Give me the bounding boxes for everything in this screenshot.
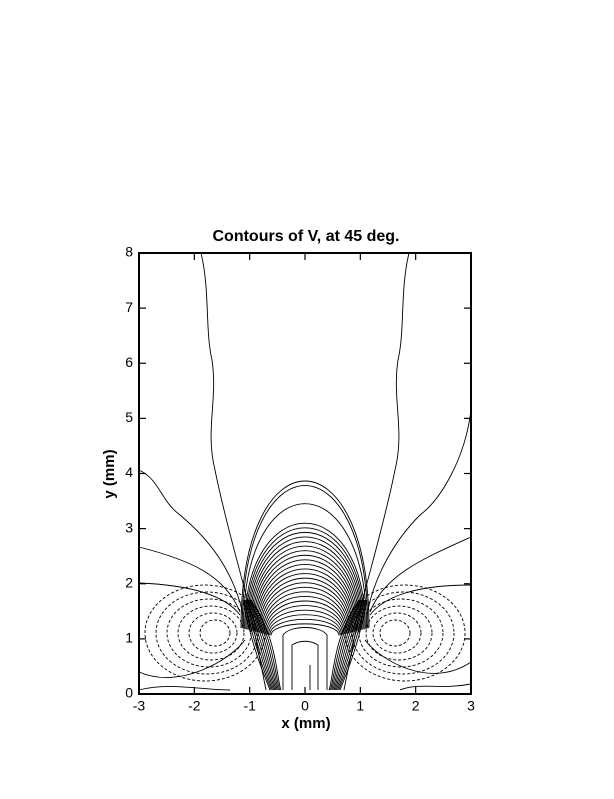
y-tick-label: 8 (125, 244, 133, 260)
y-tick-label: 7 (125, 299, 133, 315)
y-tick-label: 5 (125, 409, 133, 425)
contour-line (138, 639, 246, 678)
contour-line (331, 599, 362, 691)
x-tick-label: 0 (301, 698, 309, 714)
y-tick-label: 2 (125, 574, 133, 590)
contour-line-dashed (358, 598, 444, 668)
x-tick-label: -1 (243, 698, 256, 714)
contour-line (240, 480, 370, 629)
contour-line (338, 599, 367, 691)
contour-line (270, 623, 340, 636)
contour-line (138, 469, 243, 611)
x-tick-label: 1 (356, 698, 364, 714)
contour-line (337, 599, 366, 691)
contour-line (257, 573, 353, 633)
contour-line-dashed (372, 612, 422, 654)
contour-line (247, 599, 277, 691)
contour-line (259, 582, 351, 633)
contour-line (332, 599, 363, 691)
contour-line (364, 639, 472, 674)
chart-title: Contours of V, at 45 deg. (213, 228, 400, 245)
contour-line (243, 599, 272, 691)
contour-line-dashed (379, 619, 411, 647)
contour-line (265, 605, 345, 635)
contour-line (268, 614, 342, 635)
x-axis-label: x (mm) (281, 715, 330, 732)
contour-line (248, 599, 279, 691)
contour-line (256, 568, 354, 632)
x-tick-label: -3 (133, 698, 146, 714)
contour-line (250, 545, 360, 631)
y-tick-label: 4 (125, 464, 133, 480)
contour-line (247, 536, 363, 630)
contour-line (248, 541, 362, 631)
contour-line (254, 564, 356, 632)
contour-line (269, 618, 341, 636)
x-tick-label: -2 (188, 698, 201, 714)
contour-line (369, 536, 472, 613)
y-tick-label: 1 (125, 630, 133, 646)
contour-line (251, 550, 359, 631)
contour-line-dashed (351, 591, 455, 675)
contour-line (241, 485, 369, 629)
contour-line (250, 599, 282, 691)
contours (138, 252, 472, 691)
x-tick-label: 2 (412, 698, 420, 714)
contour-line (335, 599, 365, 691)
x-tick-label: 3 (467, 698, 475, 714)
contour-line (328, 599, 360, 691)
contour-line (258, 577, 352, 633)
contour-line-dashed (177, 605, 245, 661)
contour-line (264, 600, 346, 635)
contour-line (249, 599, 281, 691)
contour-line-dashed (365, 605, 433, 661)
contour-line (399, 683, 472, 691)
contour-line-dashed (155, 591, 259, 675)
contour-line (244, 523, 366, 629)
contour-line (252, 554, 358, 632)
contour-line (282, 627, 328, 690)
axes: -3 -2 -1 0 1 2 3 0 1 2 3 4 5 6 7 8 (125, 244, 475, 714)
contour-line (369, 584, 472, 616)
contour-line-dashed (344, 584, 466, 682)
contour-line (138, 686, 231, 691)
contour-line (291, 640, 319, 690)
contour-line (329, 599, 361, 691)
contour-line (247, 599, 278, 691)
y-tick-label: 0 (125, 685, 133, 701)
contour-line-dashed (188, 612, 238, 654)
y-tick-label: 6 (125, 354, 133, 370)
contour-line (245, 599, 275, 691)
contour-line (246, 531, 364, 630)
y-tick-label: 3 (125, 519, 133, 535)
contour-line (200, 252, 267, 691)
contour-line (263, 595, 347, 634)
contour-line-dashed (199, 619, 231, 647)
contour-line (339, 599, 368, 691)
contour-line (242, 503, 368, 629)
contour-line (333, 599, 363, 691)
contour-line (266, 609, 344, 635)
y-axis-label: y (mm) (101, 449, 118, 498)
contour-line (262, 591, 348, 634)
contour-line (138, 546, 241, 613)
contour-line (260, 587, 350, 634)
contour-line-dashed (166, 598, 252, 668)
contour-line (253, 559, 357, 632)
contour-line-dashed (144, 584, 266, 682)
contour-line (242, 599, 271, 691)
contour-line (245, 527, 365, 630)
contour-line (343, 252, 410, 691)
contour-line (367, 409, 472, 611)
